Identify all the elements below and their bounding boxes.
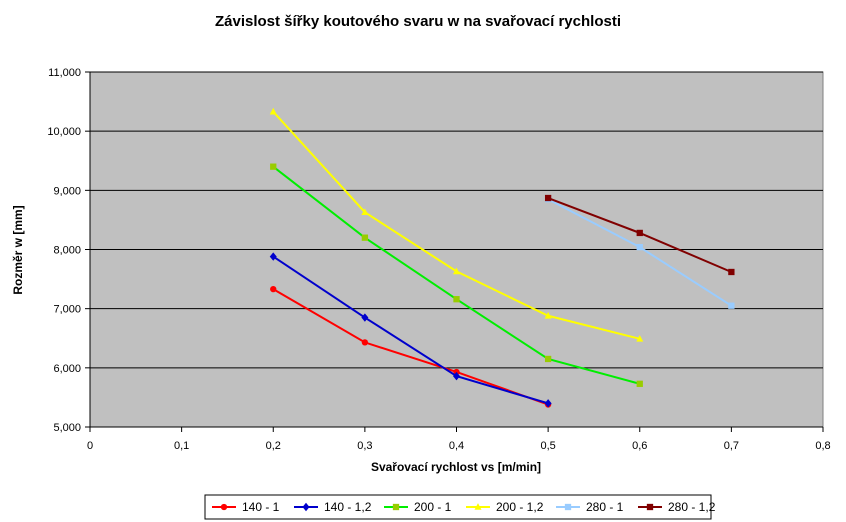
data-point [636, 334, 644, 342]
data-point [453, 296, 460, 303]
data-point [361, 208, 369, 216]
data-point [453, 267, 460, 275]
legend-label: 200 - 1,2 [496, 500, 544, 514]
x-tick-label: 0,2 [266, 440, 281, 452]
x-tick-label: 0,8 [815, 440, 830, 452]
data-point [269, 107, 277, 115]
x-tick-label: 0,1 [174, 440, 189, 452]
data-point [474, 503, 482, 510]
data-point [220, 503, 228, 511]
data-point [269, 252, 277, 261]
y-tick-label: 9,000 [53, 185, 81, 197]
y-tick-label: 11,000 [48, 67, 81, 79]
series-6 [544, 194, 735, 276]
data-point [270, 163, 277, 170]
y-axis-label: Rozměr w [mm] [11, 205, 25, 294]
x-axis-label: Svařovací rychlost vs [m/min] [371, 460, 541, 474]
data-point [544, 355, 552, 363]
legend-label: 140 - 1 [242, 500, 280, 514]
legend-item: 280 - 1,2 [638, 500, 716, 514]
data-point [392, 503, 400, 511]
data-point [270, 285, 277, 293]
gridlines [90, 71, 823, 369]
legend-label: 280 - 1,2 [668, 500, 716, 514]
data-point [361, 313, 369, 322]
data-point [361, 339, 369, 346]
legend-label: 200 - 1 [414, 500, 452, 514]
series-3 [270, 163, 643, 387]
y-tick-label: 10,000 [47, 126, 81, 138]
series-line [272, 255, 549, 405]
legend-item: 140 - 1 [212, 500, 280, 514]
legend-item: 200 - 1 [384, 500, 452, 514]
series-line [272, 288, 549, 406]
axes [85, 71, 824, 432]
y-tick-label: 7,000 [53, 304, 81, 316]
chart-title: Závislost šířky koutového svaru w na sva… [215, 13, 621, 30]
legend-label: 280 - 1 [586, 500, 624, 514]
data-point [636, 229, 643, 237]
x-tick-label: 0,7 [724, 440, 739, 452]
y-tick-label: 6,000 [53, 363, 81, 375]
data-point [361, 234, 369, 241]
data-point [564, 503, 572, 511]
data-point [636, 243, 643, 251]
legend-label: 140 - 1,2 [324, 500, 372, 514]
y-tick-label: 8,000 [53, 245, 81, 257]
data-point [544, 194, 552, 202]
data-point [544, 399, 552, 408]
series-2 [269, 252, 552, 408]
data-point [544, 311, 552, 319]
series-layer [269, 107, 735, 408]
data-point [728, 302, 735, 309]
tick-labels: 5,000 6,000 7,000 8,000 9,000 10,000 11,000 0 0,… [47, 67, 830, 452]
x-tick-label: 0,3 [357, 440, 372, 452]
x-tick-label: 0,4 [449, 440, 464, 452]
x-tick-label: 0,5 [540, 440, 555, 452]
legend [204, 494, 712, 520]
legend-item: 200 - 1,2 [466, 500, 544, 514]
series-4 [269, 107, 644, 342]
legend-items: 140 - 1 140 - 1,2 200 - 1 200 - 1,2 280 - 1 2… [212, 500, 716, 514]
x-tick-label: 0 [87, 440, 93, 452]
data-point [728, 268, 735, 276]
data-point [636, 380, 643, 387]
data-point [646, 503, 654, 511]
data-point [302, 502, 310, 512]
legend-item: 280 - 1 [556, 500, 624, 514]
data-point [453, 371, 460, 381]
x-tick-label: 0,6 [632, 440, 647, 452]
y-tick-label: 5,000 [53, 422, 81, 434]
legend-item: 140 - 1,2 [294, 500, 372, 514]
series-1 [270, 285, 552, 408]
